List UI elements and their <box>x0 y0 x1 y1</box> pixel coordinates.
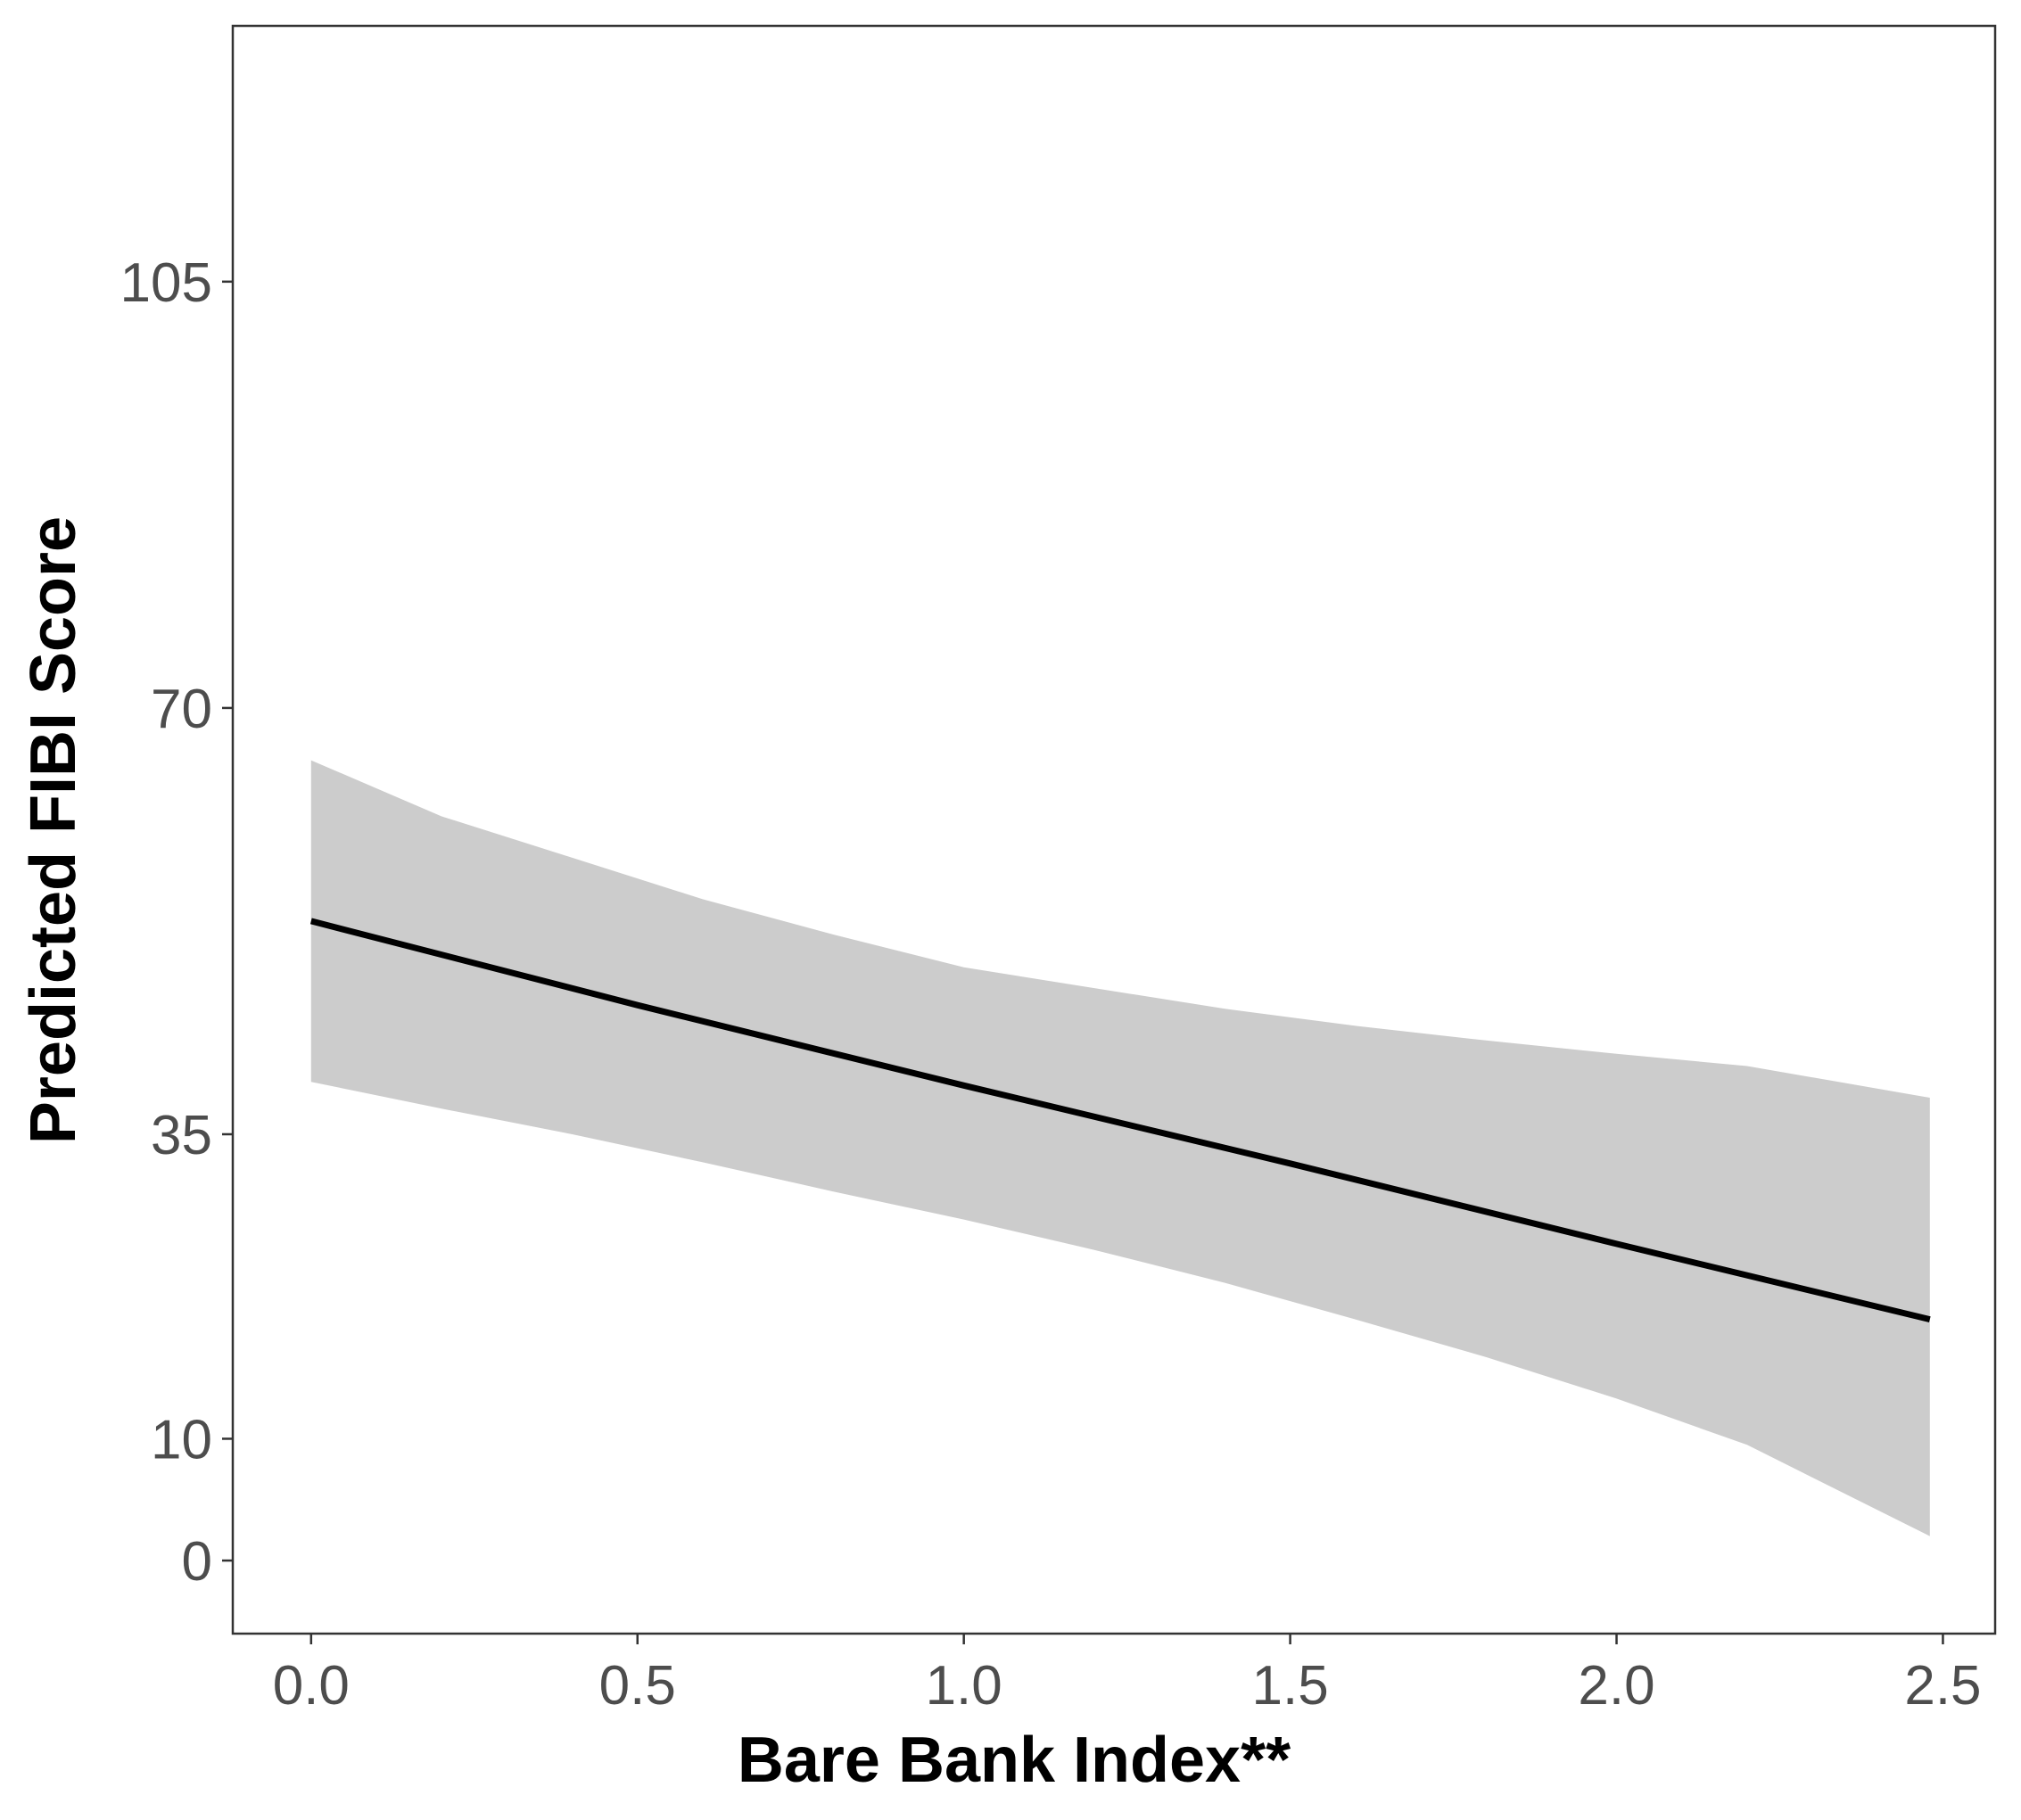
y-tick-label: 10 <box>151 1409 212 1470</box>
x-tick-label: 1.5 <box>1251 1655 1328 1717</box>
plot-area <box>231 24 1997 1635</box>
fit-line-0 <box>309 918 1931 1323</box>
y-tick-label: 0 <box>182 1531 212 1593</box>
panel-border <box>231 24 1997 1635</box>
x-tick-label: 1.0 <box>926 1655 1002 1717</box>
x-tick-label: 2.5 <box>1904 1655 1981 1717</box>
x-tick-label: 2.0 <box>1578 1655 1654 1717</box>
x-axis-title: Bare Bank Index** <box>738 1725 1291 1796</box>
y-tick-label: 70 <box>151 679 212 740</box>
y-tick-label: 105 <box>120 252 212 314</box>
x-axis: 0.0 0.5 1.0 1.5 2.0 2.5 <box>273 1634 1982 1717</box>
y-axis: 0 10 35 70 105 <box>120 252 233 1593</box>
x-tick-label: 0.5 <box>599 1655 676 1717</box>
y-tick-label: 35 <box>151 1105 212 1166</box>
y-axis-title: Predicted FIBI Score <box>18 516 89 1144</box>
confidence-band <box>310 760 1930 1536</box>
x-tick-label: 0.0 <box>273 1655 350 1717</box>
